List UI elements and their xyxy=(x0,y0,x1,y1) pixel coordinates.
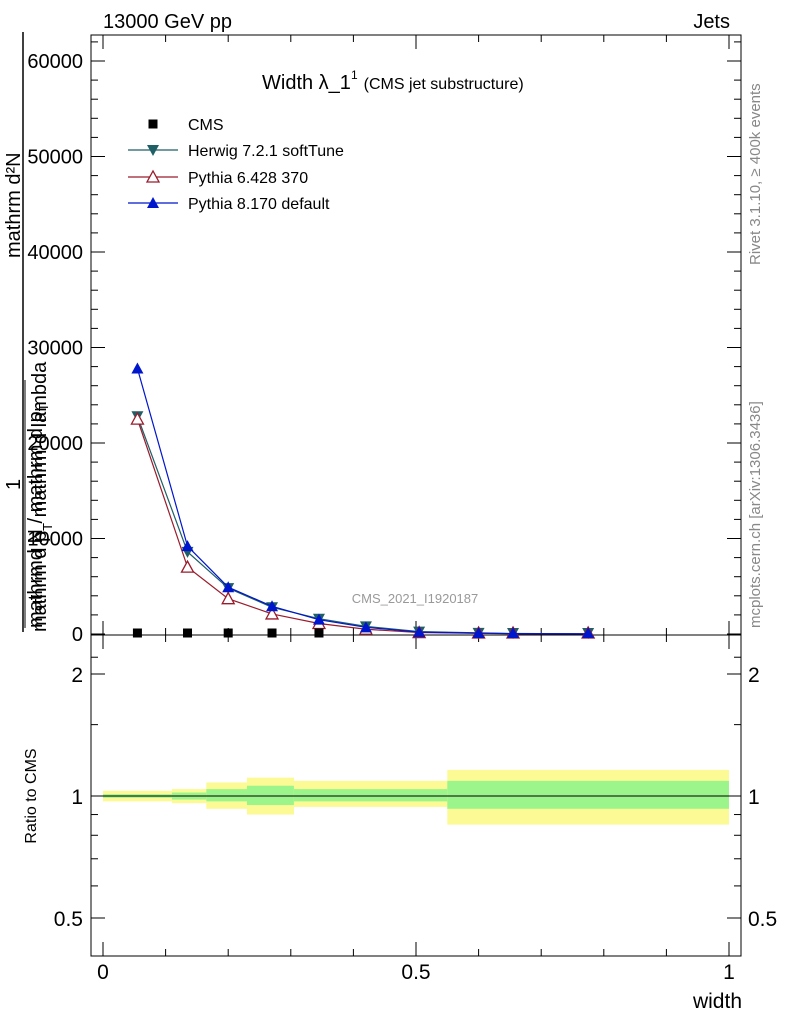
x-tick-label: 0 xyxy=(97,961,109,984)
series-line xyxy=(136,368,589,635)
ratio-y-tick-label-right: 1 xyxy=(748,786,760,809)
data-point xyxy=(267,628,277,638)
legend-label: Pythia 6.428 370 xyxy=(188,170,308,187)
ratio-band-inner xyxy=(293,789,448,802)
plot-title-sub: (CMS jet substructure) xyxy=(364,76,524,93)
analysis-watermark: CMS_2021_I1920187 xyxy=(352,591,479,606)
data-point xyxy=(183,628,193,638)
y-axis-label: mathrm d²N mathrm d pT mathrm d lambda 1… xyxy=(3,32,55,632)
ratio-y-tick-label-right: 2 xyxy=(748,664,760,687)
data-point xyxy=(312,613,325,625)
ratio-y-tick-label-right: 0.5 xyxy=(748,908,777,931)
legend-entry: Pythia 8.170 default xyxy=(128,196,330,213)
data-point xyxy=(472,627,485,638)
plot-title-sup: 1 xyxy=(351,68,358,82)
main-y-tick-label: 40000 xyxy=(27,242,83,264)
data-point xyxy=(507,627,520,638)
main-y-tick-label: 10000 xyxy=(27,529,83,551)
legend-entry: Herwig 7.2.1 softTune xyxy=(128,143,344,160)
x-axis-label: width xyxy=(692,990,742,1013)
legend-label: CMS xyxy=(188,117,224,134)
main-y-tick-label: 20000 xyxy=(27,433,83,455)
data-point xyxy=(130,411,145,425)
data-point xyxy=(131,362,144,374)
x-tick-label: 0.5 xyxy=(401,961,430,984)
legend-label: Pythia 8.170 default xyxy=(188,196,330,213)
data-point xyxy=(222,581,235,593)
main-y-tick-label: 60000 xyxy=(27,51,83,73)
header-process: Jets xyxy=(693,11,730,33)
data-point xyxy=(314,628,324,638)
legend-label: Herwig 7.2.1 softTune xyxy=(188,143,344,160)
header-energy: 13000 GeV pp xyxy=(103,11,232,33)
ratio-band-inner xyxy=(447,780,729,809)
series-pythia-8-170-default xyxy=(131,362,595,638)
legend-marker xyxy=(145,169,161,183)
y-label-norm-denominator: mathrmd N / mathrm d pT xyxy=(25,403,51,628)
main-y-tick-label: 50000 xyxy=(27,147,83,169)
ratio-y-tick-label-left: 0.5 xyxy=(54,908,83,931)
rivet-version-text: Rivet 3.1.10, ≥ 400k events xyxy=(747,83,764,265)
data-point xyxy=(221,591,236,605)
plot-title: Width λ_11 (CMS jet substructure) xyxy=(262,68,524,94)
main-y-tick-label: 30000 xyxy=(27,338,83,360)
data-point xyxy=(264,606,280,620)
data-point xyxy=(582,627,595,638)
data-point xyxy=(413,626,426,638)
data-point xyxy=(180,559,195,573)
main-y-tick-label: 0 xyxy=(72,624,83,646)
ratio-bands xyxy=(103,769,729,825)
series-layer xyxy=(130,362,596,639)
ratio-band-inner xyxy=(246,785,294,806)
y-label-denominator: mathrm d pT mathrm d lambda xyxy=(29,361,55,632)
legend-marker xyxy=(148,119,158,129)
legend-marker xyxy=(147,197,159,208)
y-label-norm-numerator: 1 xyxy=(3,479,25,490)
data-point xyxy=(181,540,194,552)
legend-marker xyxy=(147,145,159,156)
data-point xyxy=(266,600,279,612)
x-tick-label: 1 xyxy=(723,961,735,984)
data-point xyxy=(359,621,372,633)
legend-entry: CMS xyxy=(148,117,224,134)
ratio-y-label: Ratio to CMS xyxy=(23,748,40,843)
data-point xyxy=(223,628,233,638)
main-axis-ticks: 0 10000 20000 30000 40000 50000 60000 xyxy=(27,35,741,646)
y-label-numerator: mathrm d²N xyxy=(3,152,25,258)
ratio-y-tick-label-left: 1 xyxy=(71,786,83,809)
ratio-y-tick-label-left: 2 xyxy=(71,664,83,687)
legend: CMS Herwig 7.2.1 softTune Pythia 6.428 370… xyxy=(128,117,344,213)
series-cms xyxy=(132,628,324,638)
ratio-axis-ticks: 0.5 0.5 1 1 2 2 0 0.5 1 xyxy=(54,635,777,984)
legend-entry: Pythia 6.428 370 xyxy=(128,169,308,187)
mcplots-reference-text: mcplots.cern.ch [arXiv:1306.3436] xyxy=(747,401,764,628)
data-point xyxy=(132,628,142,638)
plot-title-main: Width λ_1 xyxy=(262,72,351,94)
ratio-band-inner xyxy=(206,789,247,802)
